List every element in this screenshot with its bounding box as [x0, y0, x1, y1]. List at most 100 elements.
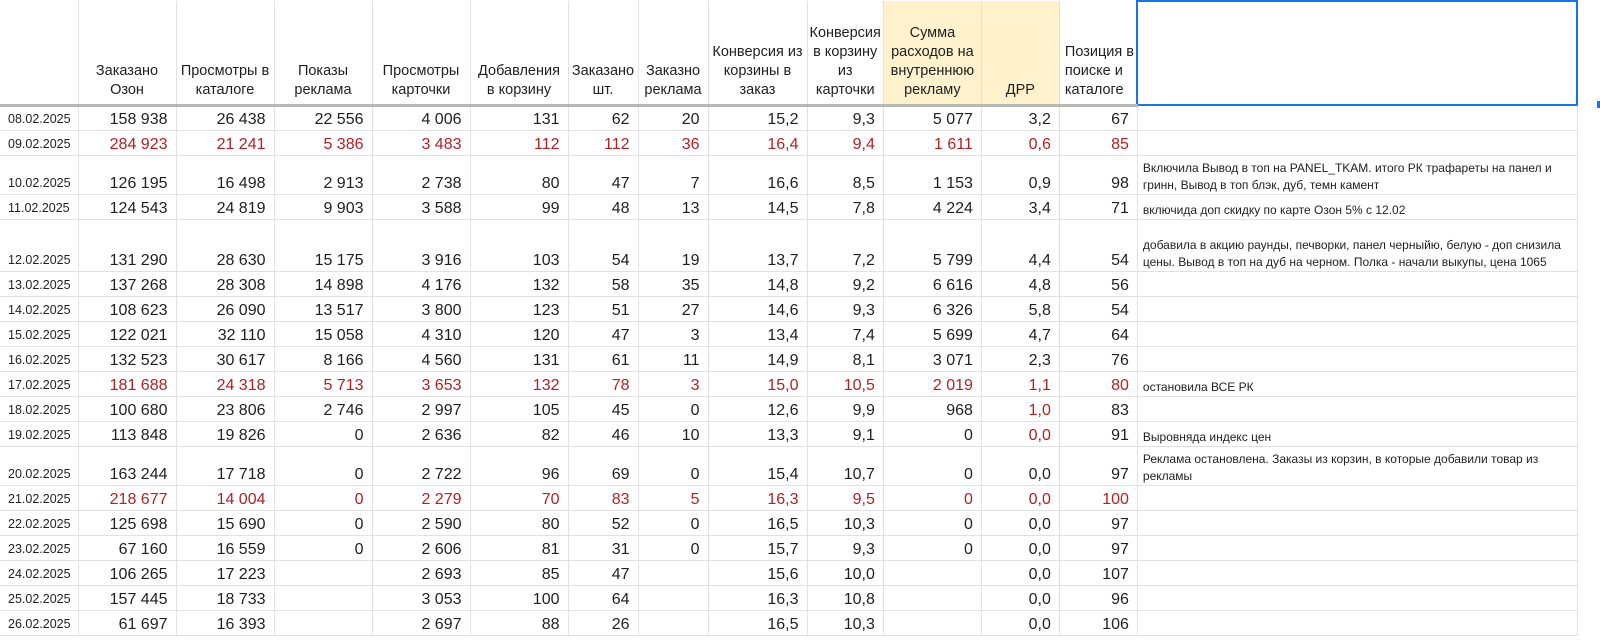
- cell-ad-spend[interactable]: 0: [883, 446, 982, 486]
- cell-position[interactable]: 91: [1059, 421, 1138, 447]
- cell-note[interactable]: [1137, 585, 1578, 611]
- cell-ordered-ads[interactable]: 27: [638, 296, 709, 322]
- cell-cart-adds[interactable]: 88: [470, 610, 569, 636]
- cell-cart-adds[interactable]: 99: [470, 194, 569, 220]
- cell-ordered-ozon[interactable]: 113 848: [78, 421, 177, 447]
- cell-ad-spend[interactable]: [883, 610, 982, 636]
- col-header-position[interactable]: Позиция в поиске и каталоге: [1059, 1, 1138, 107]
- cell-ordered-ads[interactable]: 3: [638, 371, 709, 397]
- cell-cart-conversion[interactable]: 14,5: [708, 194, 808, 220]
- cell-cart-adds[interactable]: 132: [470, 371, 569, 397]
- cell-date[interactable]: 26.02.2025: [0, 610, 79, 636]
- cell-note[interactable]: [1137, 271, 1578, 297]
- cell-date[interactable]: 11.02.2025: [0, 194, 79, 220]
- selected-cell[interactable]: [1136, 0, 1579, 106]
- cell-drr[interactable]: 0,6: [981, 130, 1060, 156]
- cell-ordered-ozon[interactable]: 158 938: [78, 105, 177, 131]
- cell-ordered-qty[interactable]: 45: [568, 396, 639, 422]
- cell-card-views[interactable]: 3 483: [372, 130, 471, 156]
- cell-ordered-ozon[interactable]: 163 244: [78, 446, 177, 486]
- cell-cart-adds[interactable]: 96: [470, 446, 569, 486]
- cell-card-conversion[interactable]: 10,7: [807, 446, 884, 486]
- cell-ad-spend[interactable]: 1 611: [883, 130, 982, 156]
- cell-card-conversion[interactable]: 9,1: [807, 421, 884, 447]
- cell-ordered-ozon[interactable]: 122 021: [78, 321, 177, 347]
- cell-date[interactable]: 18.02.2025: [0, 396, 79, 422]
- cell-card-conversion[interactable]: 10,3: [807, 610, 884, 636]
- cell-cart-conversion[interactable]: 15,7: [708, 535, 808, 561]
- cell-ordered-ads[interactable]: 11: [638, 346, 709, 372]
- col-header-cart-adds[interactable]: Добавления в корзину: [470, 1, 569, 107]
- cell-note[interactable]: Включила Вывод в топ на PANEL_TKAM. итог…: [1137, 155, 1578, 195]
- cell-ad-impressions[interactable]: 14 898: [274, 271, 373, 297]
- cell-cart-conversion[interactable]: 13,4: [708, 321, 808, 347]
- cell-ordered-ads[interactable]: 35: [638, 271, 709, 297]
- cell-cart-adds[interactable]: 123: [470, 296, 569, 322]
- cell-ordered-qty[interactable]: 69: [568, 446, 639, 486]
- cell-card-conversion[interactable]: 9,9: [807, 396, 884, 422]
- col-header-card-conversion[interactable]: Конверсия в корзину из карточки: [807, 1, 884, 107]
- cell-ad-impressions[interactable]: 0: [274, 510, 373, 536]
- cell-card-views[interactable]: 3 916: [372, 219, 471, 272]
- cell-position[interactable]: 100: [1059, 485, 1138, 511]
- cell-date[interactable]: 25.02.2025: [0, 585, 79, 611]
- cell-ad-spend[interactable]: 5 699: [883, 321, 982, 347]
- cell-catalog-views[interactable]: 24 819: [176, 194, 275, 220]
- cell-card-views[interactable]: 3 053: [372, 585, 471, 611]
- cell-note[interactable]: остановила ВСЕ РК: [1137, 371, 1578, 397]
- cell-position[interactable]: 97: [1059, 446, 1138, 486]
- cell-position[interactable]: 64: [1059, 321, 1138, 347]
- cell-ordered-ozon[interactable]: 157 445: [78, 585, 177, 611]
- cell-note[interactable]: Реклама остановлена. Заказы из корзин, в…: [1137, 446, 1578, 486]
- cell-drr[interactable]: 4,7: [981, 321, 1060, 347]
- cell-catalog-views[interactable]: 24 318: [176, 371, 275, 397]
- cell-catalog-views[interactable]: 16 559: [176, 535, 275, 561]
- cell-date[interactable]: 21.02.2025: [0, 485, 79, 511]
- cell-ad-spend[interactable]: 6 616: [883, 271, 982, 297]
- cell-note[interactable]: [1137, 560, 1578, 586]
- col-header-ordered-ads[interactable]: Заказно реклама: [638, 1, 709, 107]
- cell-ordered-ozon[interactable]: 218 677: [78, 485, 177, 511]
- cell-ad-impressions[interactable]: 13 517: [274, 296, 373, 322]
- cell-catalog-views[interactable]: 26 438: [176, 105, 275, 131]
- cell-ad-impressions[interactable]: 0: [274, 421, 373, 447]
- cell-cart-adds[interactable]: 100: [470, 585, 569, 611]
- cell-ad-impressions[interactable]: 9 903: [274, 194, 373, 220]
- cell-ad-spend[interactable]: 5 077: [883, 105, 982, 131]
- cell-card-conversion[interactable]: 9,3: [807, 535, 884, 561]
- col-header-card-views[interactable]: Просмотры карточки: [372, 1, 471, 107]
- cell-cart-conversion[interactable]: 16,3: [708, 485, 808, 511]
- cell-drr[interactable]: 1,1: [981, 371, 1060, 397]
- cell-cart-adds[interactable]: 131: [470, 105, 569, 131]
- cell-ordered-ozon[interactable]: 124 543: [78, 194, 177, 220]
- cell-card-views[interactable]: 2 722: [372, 446, 471, 486]
- cell-ordered-ads[interactable]: 0: [638, 446, 709, 486]
- cell-ordered-qty[interactable]: 62: [568, 105, 639, 131]
- cell-ordered-qty[interactable]: 83: [568, 485, 639, 511]
- cell-note[interactable]: добавила в акцию раунды, печворки, панел…: [1137, 219, 1578, 272]
- cell-cart-conversion[interactable]: 16,3: [708, 585, 808, 611]
- cell-card-views[interactable]: 4 176: [372, 271, 471, 297]
- cell-ad-impressions[interactable]: [274, 610, 373, 636]
- cell-position[interactable]: 54: [1059, 296, 1138, 322]
- cell-catalog-views[interactable]: 21 241: [176, 130, 275, 156]
- cell-ad-impressions[interactable]: [274, 560, 373, 586]
- cell-ordered-qty[interactable]: 61: [568, 346, 639, 372]
- cell-cart-conversion[interactable]: 14,8: [708, 271, 808, 297]
- cell-cart-adds[interactable]: 105: [470, 396, 569, 422]
- cell-ordered-ozon[interactable]: 125 698: [78, 510, 177, 536]
- cell-cart-conversion[interactable]: 15,6: [708, 560, 808, 586]
- cell-drr[interactable]: 0,0: [981, 585, 1060, 611]
- cell-card-conversion[interactable]: 9,5: [807, 485, 884, 511]
- cell-ad-spend[interactable]: 0: [883, 421, 982, 447]
- cell-ordered-ads[interactable]: 5: [638, 485, 709, 511]
- cell-ad-spend[interactable]: 1 153: [883, 155, 982, 195]
- cell-position[interactable]: 107: [1059, 560, 1138, 586]
- cell-card-views[interactable]: 2 997: [372, 396, 471, 422]
- cell-note[interactable]: [1137, 485, 1578, 511]
- cell-ordered-ads[interactable]: 20: [638, 105, 709, 131]
- cell-cart-adds[interactable]: 131: [470, 346, 569, 372]
- cell-cart-conversion[interactable]: 12,6: [708, 396, 808, 422]
- cell-catalog-views[interactable]: 14 004: [176, 485, 275, 511]
- cell-ordered-ads[interactable]: 36: [638, 130, 709, 156]
